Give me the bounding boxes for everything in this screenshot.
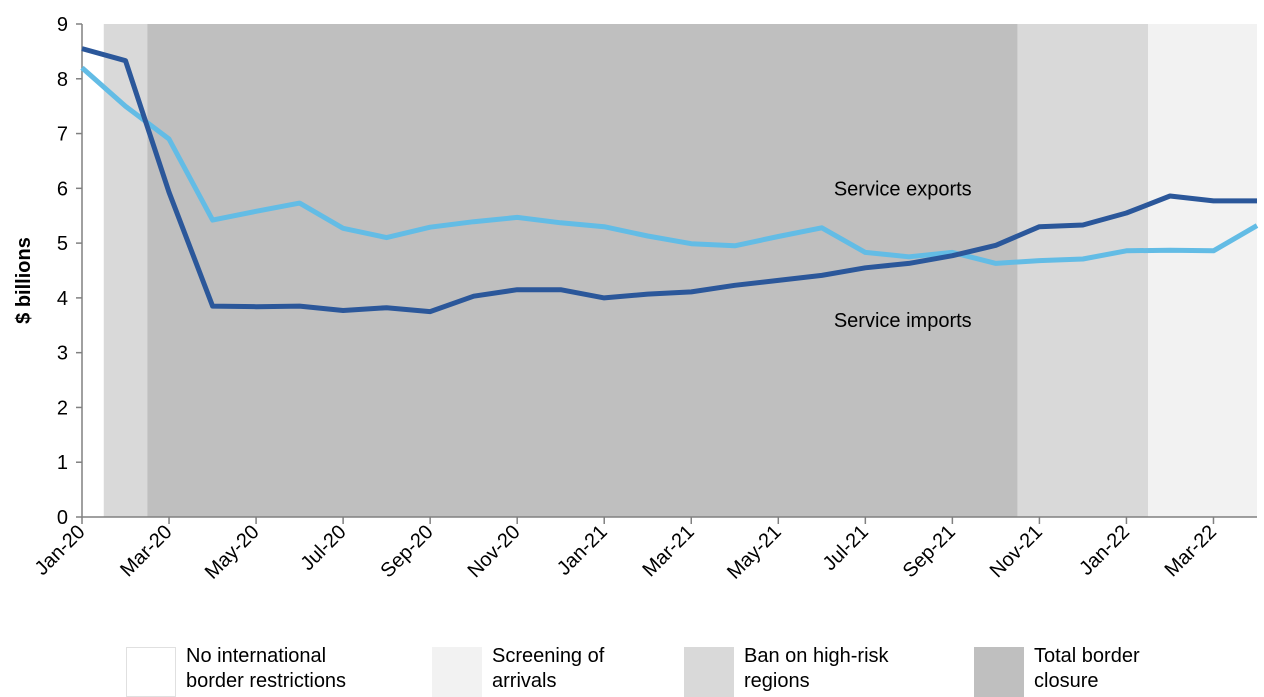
series-annotation: Service exports (834, 178, 972, 200)
legend-item-screening: Screening of arrivals (432, 644, 604, 697)
shaded-period (1017, 24, 1149, 517)
x-tick-label: Mar-22 (1161, 521, 1221, 581)
series-line (80, 65, 1259, 266)
legend-label: No international border restrictions (186, 645, 347, 692)
y-tick-label: 7 (57, 124, 68, 146)
legend-item-ban-high-risk: Ban on high-risk regions (684, 644, 889, 697)
y-tick-label: 0 (57, 507, 68, 529)
y-tick-label: 1 (57, 452, 68, 474)
series-annotation: Service imports (834, 310, 972, 332)
axes (76, 23, 1257, 524)
y-tick-label: 5 (57, 233, 68, 255)
y-tick-label: 4 (57, 288, 68, 310)
x-tick-label: Mar-20 (116, 521, 176, 581)
x-tick-label: Jan-21 (553, 521, 612, 580)
legend-swatch (684, 647, 734, 697)
shaded-period (147, 24, 1018, 517)
x-tick-label: Jul-21 (819, 521, 873, 575)
shaded-period (1148, 24, 1257, 517)
shaded-periods (103, 24, 1257, 517)
legend: No international border restrictions Scr… (0, 612, 1264, 697)
y-tick-labels: 0 1 2 3 4 5 6 7 8 9 (57, 14, 68, 529)
x-tick-label: May-21 (723, 521, 786, 584)
x-tick-labels: Jan-20 Mar-20 May-20 Jul-20 Sep-20 Nov-20 Jan-… (31, 521, 1221, 584)
legend-swatch (432, 647, 482, 697)
x-tick-label: Nov-20 (464, 521, 525, 582)
legend-swatch (126, 647, 176, 697)
x-tick-label: Mar-21 (638, 521, 698, 581)
series-line (81, 46, 1257, 315)
y-tick-label: 2 (57, 397, 68, 419)
y-tick-label: 6 (57, 178, 68, 200)
y-tick-label: 8 (57, 69, 68, 91)
y-tick-label: 9 (57, 14, 68, 36)
x-tick-label: Jan-20 (31, 521, 90, 580)
annotations: Service exports Service imports (834, 178, 972, 331)
legend-item-total-closure: Total border closure (974, 644, 1140, 697)
x-tick-label: Jan-22 (1075, 521, 1134, 580)
line-chart: 0 1 2 3 4 5 6 7 8 9 Jan-20 Mar-20 May-20 Jul-20 Sep-2… (13, 14, 1259, 584)
y-axis-title: $ billions (13, 237, 35, 324)
x-tick-label: Sep-20 (377, 521, 438, 582)
series-lines (80, 46, 1259, 315)
legend-label: Total border closure (1034, 645, 1140, 692)
x-tick-label: Sep-21 (899, 521, 960, 582)
legend-label: Screening of arrivals (492, 645, 605, 692)
legend-label: Ban on high-risk regions (744, 645, 889, 692)
x-tick-label: May-20 (201, 521, 264, 584)
y-tick-label: 3 (57, 343, 68, 365)
legend-swatch (974, 647, 1024, 697)
x-tick-label: Jul-20 (297, 521, 351, 575)
legend-item-no-restrictions: No international border restrictions (126, 644, 346, 697)
x-tick-label: Nov-21 (986, 521, 1047, 582)
shaded-period (103, 24, 148, 517)
